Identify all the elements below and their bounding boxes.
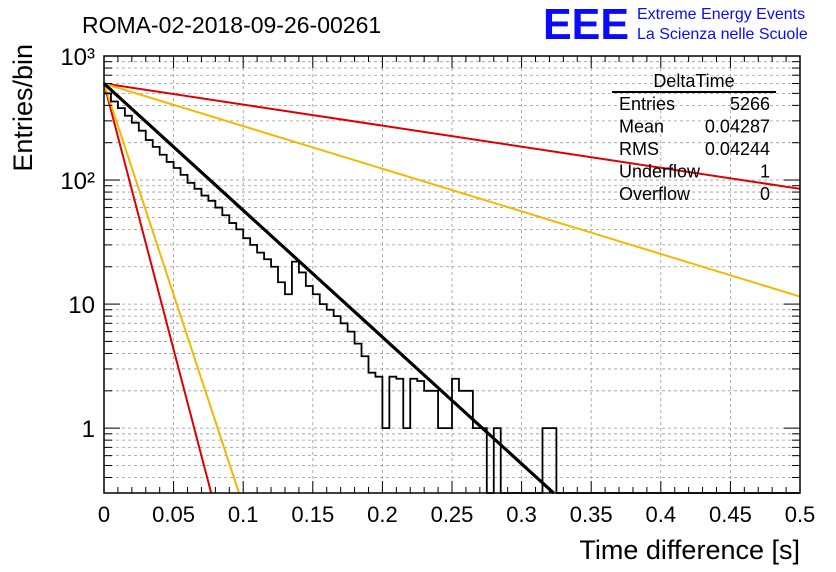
x-tick-label: 0.2 [367,502,398,527]
y-tick-label: 10³ [60,44,95,71]
fit-line [102,82,555,495]
tick-labels: 0 0.05 0.1 0.15 0.2 0.25 0.3 0.35 0.4 0.45 0.5 10³ 1… [60,44,815,527]
stats-value: 1 [760,162,770,182]
y-tick-label: 10² [60,168,95,195]
reference-line [103,82,801,190]
x-tick-label: 0.5 [785,502,816,527]
run-title: ROMA-02-2018-09-26-00261 [82,12,381,38]
curves [102,82,801,495]
brand-line-1: Extreme Energy Events [637,6,805,23]
x-tick-label: 0.3 [506,502,537,527]
x-axis-title: Time difference [s] [579,535,800,565]
y-tick-label: 1 [82,416,95,443]
x-tick-label: 0.1 [228,502,259,527]
stats-title: DeltaTime [653,71,734,91]
stats-value: 0.04244 [705,139,770,159]
stats-value: 0 [760,184,770,204]
y-tick-label: 10 [68,292,95,319]
stats-value: 0.04287 [705,117,770,137]
stats-label: Entries [619,94,675,114]
x-tick-label: 0.15 [291,502,334,527]
x-tick-label: 0.45 [709,502,752,527]
brand-line-2: La Scienza nelle Scuole [637,26,808,43]
stats-label: Mean [619,117,664,137]
x-tick-label: 0 [98,502,110,527]
stats-label: Overflow [619,184,691,204]
stats-label: Underflow [619,162,701,182]
stats-label: RMS [619,139,659,159]
stats-value: 5266 [730,94,770,114]
reference-line [103,83,240,494]
y-axis-title: Entries/bin [8,44,38,172]
x-tick-label: 0.05 [152,502,195,527]
eee-logo: EEE [543,0,629,49]
reference-line [103,83,213,494]
x-tick-label: 0.35 [570,502,613,527]
histogram [102,82,800,495]
x-tick-label: 0.25 [431,502,474,527]
axes-frame [103,55,801,494]
stats-box: DeltaTime Entries 5266 Mean 0.04287 RMS 0.042… [612,71,776,204]
reference-line [103,82,801,298]
x-tick-label: 0.4 [646,502,677,527]
